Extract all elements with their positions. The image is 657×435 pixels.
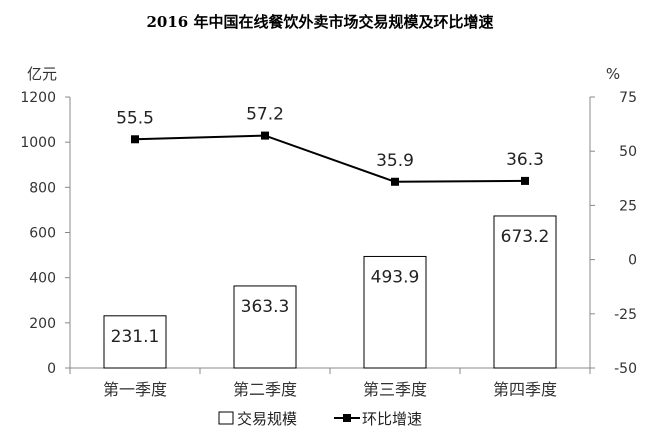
axes: 0 200 400 600 800 1000 1200 -50 -25 0 25 50 75 第一季度 第二… <box>20 90 637 399</box>
line-point <box>261 131 269 140</box>
category-label: 第三季度 <box>363 380 427 399</box>
line-point <box>391 177 399 186</box>
right-tick-label: -50 <box>614 361 637 377</box>
legend-line-label: 环比增速 <box>362 410 422 428</box>
category-label: 第四季度 <box>493 380 557 399</box>
bar-value-label: 493.9 <box>371 267 420 287</box>
right-axis-unit: % <box>606 65 620 83</box>
right-tick-label: 50 <box>619 144 637 160</box>
line-series: 55.5 57.2 35.9 36.3 <box>116 105 544 186</box>
left-axis-unit: 亿元 <box>27 65 57 83</box>
legend-bar-swatch <box>218 411 234 425</box>
left-tick-label: 400 <box>29 271 56 287</box>
line-value-label: 57.2 <box>246 105 284 125</box>
line-value-label: 35.9 <box>376 151 414 171</box>
growth-line <box>134 134 526 183</box>
legend: 交易规模 环比增速 <box>218 410 422 428</box>
category-label: 第二季度 <box>233 380 297 399</box>
line-point <box>521 176 529 185</box>
bar <box>493 215 557 369</box>
left-tick-label: 600 <box>29 226 56 242</box>
left-tick-label: 800 <box>29 180 56 196</box>
right-tick-label: 0 <box>628 253 637 269</box>
chart-title: 2016 年中国在线餐饮外卖市场交易规模及环比增速 <box>147 13 494 31</box>
bar <box>103 315 167 369</box>
line-value-label: 36.3 <box>506 150 544 170</box>
bar-value-label: 231.1 <box>111 327 160 347</box>
bar-value-label: 673.2 <box>501 227 550 247</box>
line-point <box>131 135 139 144</box>
left-tick-label: 1000 <box>20 135 56 151</box>
bar <box>233 285 297 369</box>
category-label: 第一季度 <box>103 380 167 399</box>
bar <box>363 255 427 369</box>
bar-series: 231.1 363.3 493.9 673.2 <box>103 215 557 369</box>
legend-line-marker <box>343 414 351 422</box>
legend-bar-label: 交易规模 <box>237 410 297 428</box>
line-value-label: 55.5 <box>116 108 154 128</box>
right-tick-label: -25 <box>614 307 637 323</box>
left-tick-label: 200 <box>29 316 56 332</box>
right-tick-label: 25 <box>619 198 637 214</box>
left-tick-label: 1200 <box>20 90 56 106</box>
left-tick-label: 0 <box>47 361 56 377</box>
bar-value-label: 363.3 <box>241 297 290 317</box>
right-tick-label: 75 <box>619 90 637 106</box>
